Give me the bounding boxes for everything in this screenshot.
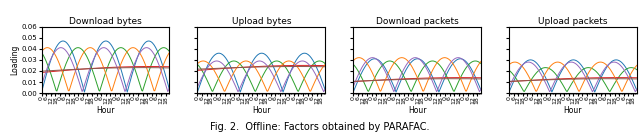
Title: Upload packets: Upload packets (538, 17, 608, 26)
Text: Fig. 2.  Offline: Factors obtained by PARAFAC.: Fig. 2. Offline: Factors obtained by PAR… (211, 122, 429, 132)
Y-axis label: Loading: Loading (10, 45, 19, 75)
X-axis label: Hour: Hour (252, 106, 271, 115)
X-axis label: Hour: Hour (564, 106, 582, 115)
X-axis label: Hour: Hour (96, 106, 115, 115)
X-axis label: Hour: Hour (408, 106, 426, 115)
Title: Upload bytes: Upload bytes (232, 17, 291, 26)
Title: Download packets: Download packets (376, 17, 458, 26)
Title: Download bytes: Download bytes (69, 17, 142, 26)
